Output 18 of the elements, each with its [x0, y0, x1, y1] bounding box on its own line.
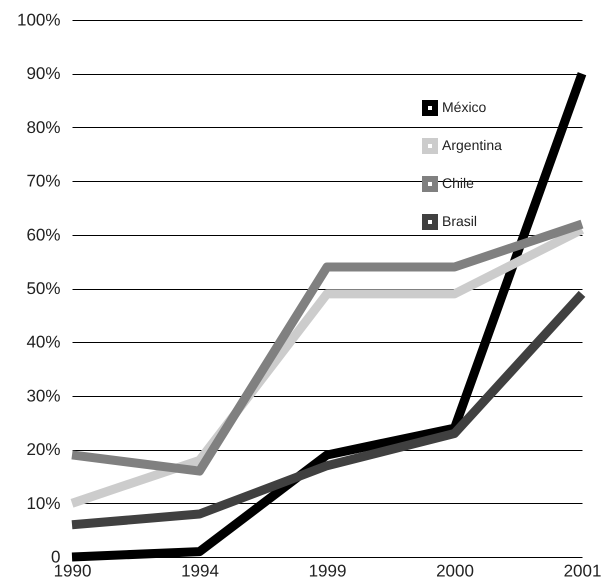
y-tick-label: 70%	[26, 172, 60, 191]
x-tick-label: 2001	[564, 562, 602, 580]
y-tick-label: 30%	[26, 386, 60, 406]
x-tick-label: 2000	[436, 562, 474, 580]
legend-label: Argentina	[442, 137, 502, 153]
x-tick-label: 1999	[308, 562, 346, 580]
y-tick-label: 80%	[26, 118, 60, 137]
y-tick-label: 100%	[17, 10, 60, 30]
x-tick-label: 1994	[181, 562, 219, 580]
y-tick-label: 40%	[26, 332, 60, 352]
y-tick-label: 50%	[26, 279, 60, 298]
y-tick-label: 60%	[26, 225, 60, 244]
legend-label: México	[442, 99, 487, 115]
y-tick-label: 90%	[26, 64, 60, 84]
y-tick-label: 10%	[26, 494, 60, 513]
legend-label: Brasil	[442, 213, 478, 229]
y-tick-label: 20%	[26, 440, 60, 460]
x-tick-label: 1990	[54, 562, 92, 580]
